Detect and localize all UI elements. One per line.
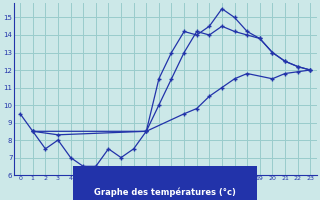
X-axis label: Graphe des températures (°c): Graphe des températures (°c) — [94, 187, 236, 197]
